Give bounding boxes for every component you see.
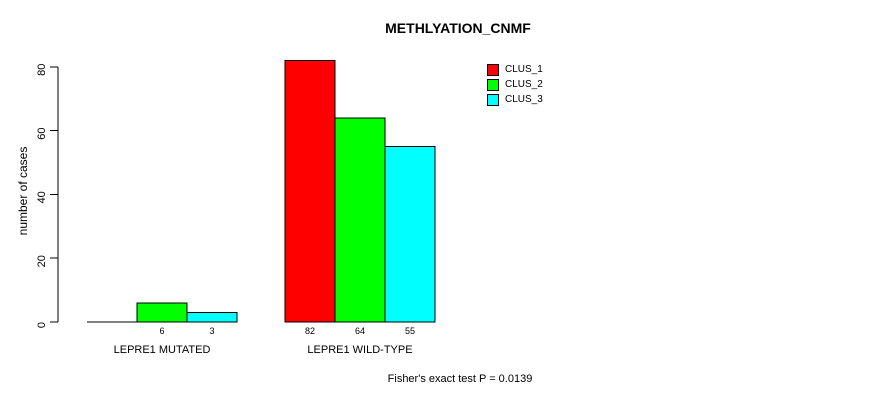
- y-tick-label-20: 20: [36, 255, 48, 267]
- category-label-lepre1-wild-type: LEPRE1 WILD-TYPE: [307, 344, 413, 356]
- y-tick-label-40: 40: [36, 191, 48, 203]
- bar-value-clus-2-lepre1-wild-type: 64: [354, 326, 365, 336]
- category-label-lepre1-mutated: LEPRE1 MUTATED: [113, 344, 211, 356]
- bar-value-clus-3-lepre1-wild-type: 55: [404, 326, 415, 336]
- y-axis-label: number of cases: [16, 147, 30, 236]
- bar-clus-2-lepre1-mutated: [136, 302, 188, 323]
- bar-clus-1-lepre1-wild-type: [284, 59, 336, 323]
- legend: CLUS_1 CLUS_2 CLUS_3: [487, 64, 543, 109]
- legend-swatch-clus-3: [487, 94, 499, 106]
- legend-label-clus-1: CLUS_1: [505, 64, 543, 75]
- bar-clus-2-lepre1-wild-type: [334, 117, 386, 323]
- legend-swatch-clus-2: [487, 79, 499, 91]
- bar-value-clus-2-lepre1-mutated: 6: [159, 326, 165, 336]
- legend-label-clus-3: CLUS_3: [505, 94, 543, 105]
- chart-title: METHLYATION_CNMF: [385, 20, 531, 36]
- bar-clus-3-lepre1-mutated: [186, 311, 238, 323]
- y-tick-label-0: 0: [36, 322, 48, 328]
- legend-item-clus-2: CLUS_2: [487, 79, 543, 91]
- bar-value-clus-3-lepre1-mutated: 3: [209, 326, 215, 336]
- bars: [87, 59, 436, 323]
- bar-clus-3-lepre1-wild-type: [384, 146, 436, 323]
- legend-item-clus-3: CLUS_3: [487, 94, 543, 106]
- legend-swatch-clus-1: [487, 64, 499, 76]
- y-axis: 0 20 40 60 80: [36, 64, 59, 328]
- fisher-exact-test-note: Fisher's exact test P = 0.0139: [387, 373, 533, 385]
- y-tick-label-80: 80: [36, 64, 48, 76]
- bar-value-clus-1-lepre1-wild-type: 82: [304, 326, 315, 336]
- legend-label-clus-2: CLUS_2: [505, 79, 543, 90]
- legend-item-clus-1: CLUS_1: [487, 64, 543, 76]
- y-tick-label-60: 60: [36, 127, 48, 139]
